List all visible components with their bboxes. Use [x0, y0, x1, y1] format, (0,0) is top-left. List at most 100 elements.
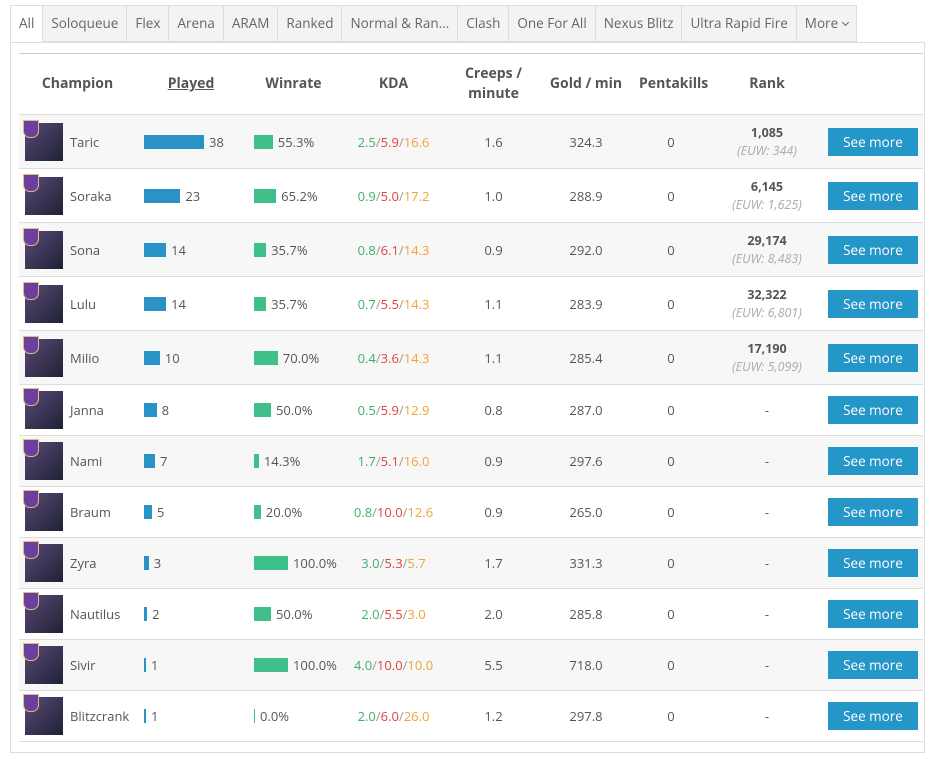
- table-row: Nami 7 14.3% 1.7/5.1/16.0 0.9 297.6 0- See more: [19, 436, 923, 487]
- tab[interactable]: One For All: [509, 5, 596, 42]
- gold: 285.4: [569, 348, 603, 367]
- winrate-cell: 100.0%: [246, 656, 341, 674]
- kda-cell: 0.7/5.5/14.3: [341, 295, 446, 313]
- see-more-button[interactable]: See more: [828, 181, 918, 210]
- see-more-button[interactable]: See more: [828, 343, 918, 372]
- kda-cell: 2.0/5.5/3.0: [341, 605, 446, 623]
- see-more-button[interactable]: See more: [828, 447, 918, 475]
- kda-value: 10.0: [376, 503, 403, 521]
- table-row: Janna 8 50.0% 0.5/5.9/12.9 0.8 287.0 0- See mor…: [19, 385, 923, 436]
- tab[interactable]: Ultra Rapid Fire: [682, 5, 797, 42]
- gold: 718.0: [569, 656, 603, 674]
- see-more-button[interactable]: See more: [828, 549, 918, 577]
- played-value: 38: [209, 132, 224, 151]
- tab[interactable]: Flex: [127, 5, 170, 42]
- pentakills: 0: [667, 554, 675, 572]
- rank-cell: -: [711, 707, 823, 725]
- played-cell: 1: [136, 707, 246, 725]
- tab[interactable]: Arena: [169, 5, 224, 42]
- winrate-bar: [254, 242, 267, 257]
- tab[interactable]: Soloqueue: [43, 5, 128, 42]
- winrate-cell: 20.0%: [246, 503, 341, 521]
- kda-value: 16.0: [403, 452, 430, 470]
- played-bar: [144, 556, 149, 570]
- kda-value: 10.0: [376, 656, 403, 674]
- played-bar: [144, 709, 146, 723]
- rank: 6,145: [750, 177, 784, 195]
- winrate-bar: [254, 505, 261, 519]
- kda-sep: /: [379, 554, 385, 572]
- rank-badge: [23, 119, 39, 138]
- see-more-button[interactable]: See more: [828, 289, 918, 318]
- see-more-button[interactable]: See more: [828, 498, 918, 526]
- creeps: 1.1: [484, 348, 503, 367]
- rank: -: [764, 554, 770, 572]
- champion-icon: [23, 335, 63, 377]
- tab[interactable]: More: [796, 5, 858, 42]
- column-header: Creeps / minute: [464, 64, 523, 103]
- champion-cell: Blitzcrank: [19, 694, 136, 735]
- tab[interactable]: Nexus Blitz: [595, 5, 683, 42]
- rank-badge: [23, 173, 39, 192]
- pentakills: 0: [667, 186, 675, 205]
- kda-value: 12.9: [403, 401, 430, 419]
- see-more-button[interactable]: See more: [828, 235, 918, 264]
- champion-name: Braum: [70, 503, 111, 521]
- button-cell: See more: [823, 447, 923, 475]
- champion-name: Janna: [70, 401, 104, 419]
- see-more-button[interactable]: See more: [828, 651, 918, 679]
- champion-cell: Janna: [19, 388, 136, 429]
- header-row: Champion Played Winrate KDA Creeps / minute G…: [19, 53, 923, 115]
- played-value: 1: [151, 707, 159, 725]
- tab[interactable]: All: [10, 5, 44, 42]
- winrate-bar: [254, 403, 271, 417]
- winrate-cell: 35.7%: [246, 295, 341, 313]
- button-cell: See more: [823, 181, 923, 210]
- winrate-cell: 65.2%: [246, 187, 341, 205]
- winrate-bar: [254, 607, 271, 621]
- pentakills: 0: [667, 452, 675, 470]
- see-more-button[interactable]: See more: [828, 127, 918, 156]
- kda-value: 1.7: [357, 452, 376, 470]
- kda-cell: 0.5/5.9/12.9: [341, 401, 446, 419]
- played-bar: [144, 403, 157, 417]
- table-row: Zyra 3 100.0% 3.0/5.3/5.7 1.7 331.3 0- See more: [19, 538, 923, 589]
- see-more-button[interactable]: See more: [828, 396, 918, 424]
- kda-sep: /: [398, 707, 404, 725]
- button-cell: See more: [823, 600, 923, 628]
- tab[interactable]: Normal & Ran...: [342, 5, 459, 42]
- column-header[interactable]: Played: [167, 74, 215, 93]
- rank-badge: [23, 281, 39, 300]
- rank-cell: 29,174 (EUW: 8,483): [711, 232, 823, 268]
- champion-name: Zyra: [70, 554, 97, 572]
- column-header: Champion: [41, 74, 114, 93]
- played-value: 1: [151, 656, 159, 674]
- gold: 297.6: [569, 452, 603, 470]
- kda-sep: /: [379, 605, 385, 623]
- champion-name: Sona: [70, 240, 101, 259]
- tab[interactable]: ARAM: [223, 5, 279, 42]
- creeps: 1.0: [484, 186, 503, 205]
- winrate-bar: [254, 556, 288, 570]
- played-cell: 8: [136, 401, 246, 419]
- rank-region: (EUW: 8,483): [732, 249, 802, 267]
- champion-name: Blitzcrank: [70, 707, 130, 725]
- kda-sep: /: [402, 605, 408, 623]
- see-more-button[interactable]: See more: [828, 600, 918, 628]
- button-cell: See more: [823, 702, 923, 730]
- rank-badge: [23, 439, 39, 457]
- pentakills: 0: [667, 503, 675, 521]
- winrate-bar: [254, 134, 273, 149]
- tab[interactable]: Clash: [458, 5, 510, 42]
- column-header: Winrate: [265, 74, 322, 93]
- tab[interactable]: Ranked: [278, 5, 343, 42]
- creeps: 1.1: [484, 294, 503, 313]
- kda-cell: 4.0/10.0/10.0: [341, 656, 446, 674]
- kda-cell: 2.0/6.0/26.0: [341, 707, 446, 725]
- pentakills: 0: [667, 656, 675, 674]
- champion-cell: Lulu: [19, 281, 136, 323]
- see-more-button[interactable]: See more: [828, 702, 918, 730]
- rank: 1,085: [750, 123, 784, 141]
- kda-value: 3.0: [361, 554, 380, 572]
- column-header: Gold / min: [549, 74, 623, 93]
